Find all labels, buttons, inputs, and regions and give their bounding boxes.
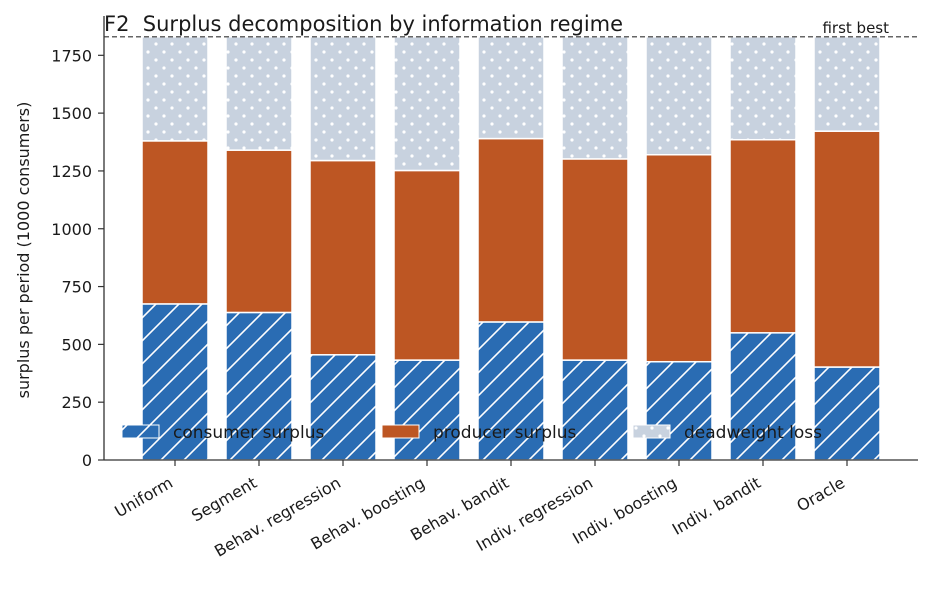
bar-producer-surplus-4	[393, 169, 461, 361]
y-axis-label: surplus per period (1000 consumers)	[14, 102, 33, 399]
bar-producer-surplus-5	[477, 137, 545, 323]
bar-producer-surplus-1	[141, 140, 209, 305]
x-tick-label: Indiv. bandit	[669, 473, 764, 539]
x-tick-label: Segment	[188, 473, 260, 525]
bar-deadweight-loss-2	[225, 36, 293, 151]
bar-consumer-surplus-8	[729, 332, 797, 461]
y-tick-label: 1500	[51, 104, 92, 123]
legend-label-producer-surplus: producer surplus	[433, 423, 576, 443]
bar-deadweight-loss-4	[393, 36, 461, 172]
x-tick-label: Uniform	[111, 473, 176, 521]
bar-producer-surplus-2	[225, 149, 293, 314]
bar-deadweight-loss-5	[477, 36, 545, 140]
bar-producer-surplus-6	[561, 158, 629, 361]
bar-consumer-surplus-9	[813, 366, 881, 461]
bar-producer-surplus-9	[813, 130, 881, 368]
bars-group	[141, 36, 881, 461]
bar-consumer-surplus-6	[561, 359, 629, 461]
y-tick-label: 750	[61, 278, 92, 297]
bar-deadweight-loss-3	[309, 36, 377, 162]
legend: consumer surplus producer surplus deadweig…	[121, 423, 822, 443]
y-tick-label: 1250	[51, 162, 92, 181]
chart-title: F2 Surplus decomposition by information …	[104, 12, 623, 36]
legend-swatch-producer-surplus	[381, 424, 420, 439]
bar-consumer-surplus-2	[225, 311, 293, 461]
bar-deadweight-loss-1	[141, 36, 209, 142]
bar-deadweight-loss-6	[561, 36, 629, 160]
bar-producer-surplus-8	[729, 138, 797, 334]
legend-label-deadweight-loss: deadweight loss	[684, 423, 822, 443]
y-tick-label: 500	[61, 335, 92, 354]
x-tick-label: Oracle	[793, 473, 848, 515]
y-tick-label: 250	[61, 393, 92, 412]
y-tick-label: 0	[82, 451, 92, 470]
bar-consumer-surplus-3	[309, 354, 377, 461]
bar-deadweight-loss-8	[729, 36, 797, 141]
bar-producer-surplus-3	[309, 159, 377, 356]
y-tick-label: 1750	[51, 46, 92, 65]
legend-swatch-deadweight-loss	[632, 424, 671, 439]
bar-deadweight-loss-9	[813, 36, 881, 132]
bar-consumer-surplus-7	[645, 360, 713, 461]
bar-producer-surplus-7	[645, 154, 713, 363]
first-best-label: first best	[822, 19, 889, 37]
legend-label-consumer-surplus: consumer surplus	[173, 423, 324, 443]
y-tick-label: 1000	[51, 220, 92, 239]
bar-deadweight-loss-7	[645, 36, 713, 156]
legend-swatch-consumer-surplus	[121, 424, 160, 439]
bar-consumer-surplus-4	[393, 359, 461, 461]
